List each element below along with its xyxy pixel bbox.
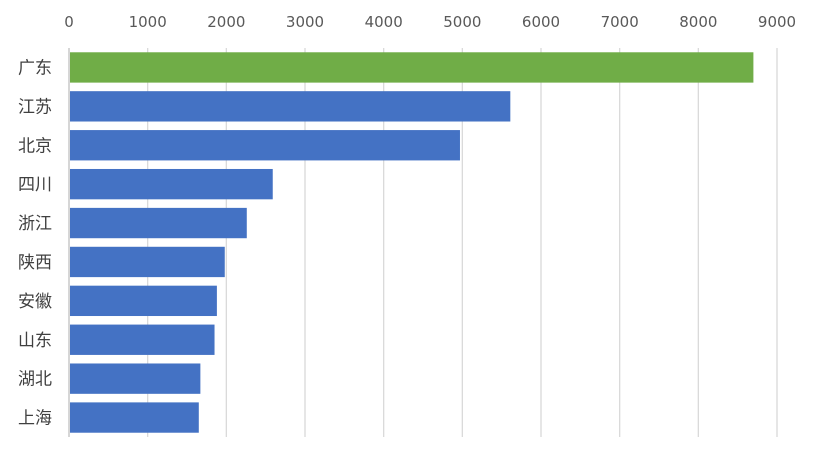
x-axis-ticks: 0 1000 2000 3000 4000 5000 6000 7000 8000 9000 [64, 13, 796, 31]
category-label: 湖北 [18, 370, 52, 390]
bar-3 [70, 130, 460, 161]
category-label: 江苏 [18, 97, 52, 117]
bar-8 [70, 324, 215, 355]
category-label: 安徽 [18, 292, 52, 312]
x-tick-label: 9000 [758, 13, 796, 31]
bars [70, 52, 754, 433]
bar-2 [70, 91, 511, 122]
x-tick-label: 3000 [286, 13, 324, 31]
bar-10 [70, 402, 199, 433]
bar-5 [70, 207, 247, 239]
category-label: 陕西 [18, 253, 52, 273]
bar-1 [70, 52, 754, 83]
bar-6 [70, 246, 225, 278]
category-label: 上海 [18, 409, 52, 429]
x-tick-label: 7000 [601, 13, 639, 31]
category-label: 广东 [18, 58, 52, 78]
x-tick-label: 0 [64, 13, 74, 31]
x-tick-label: 8000 [679, 13, 717, 31]
bar-7 [70, 285, 217, 317]
bar-4 [70, 168, 273, 200]
x-tick-label: 4000 [365, 13, 403, 31]
x-tick-label: 2000 [207, 13, 245, 31]
category-label: 山东 [18, 331, 52, 351]
category-label: 浙江 [18, 214, 52, 234]
x-tick-label: 6000 [522, 13, 560, 31]
x-tick-label: 1000 [129, 13, 167, 31]
x-tick-label: 5000 [443, 13, 481, 31]
bar-9 [70, 363, 201, 394]
category-label: 四川 [18, 175, 52, 195]
category-label: 北京 [18, 136, 52, 156]
